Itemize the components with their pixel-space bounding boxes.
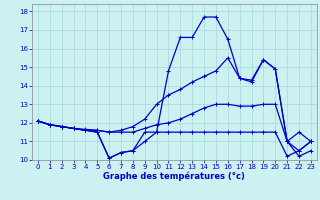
X-axis label: Graphe des températures (°c): Graphe des températures (°c) <box>103 172 245 181</box>
